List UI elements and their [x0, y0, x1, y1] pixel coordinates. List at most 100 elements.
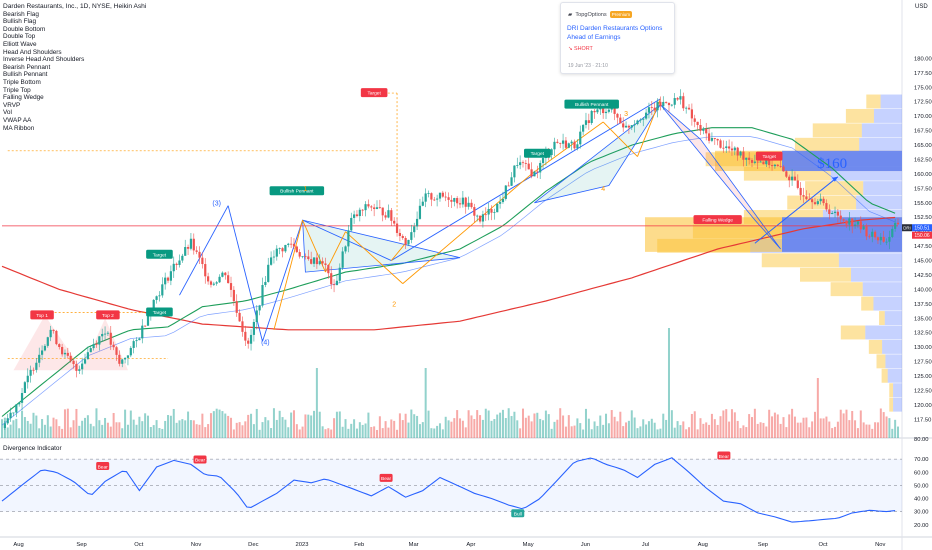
candle-body — [853, 224, 857, 226]
falling-wedge-area — [660, 104, 781, 250]
volume-bar — [430, 428, 433, 438]
volume-bar — [338, 411, 341, 438]
candle-body — [138, 338, 141, 341]
news-card[interactable]: ▰ TopgOptions Premium DRI Darden Restaur… — [560, 2, 675, 74]
volume-bar — [699, 418, 702, 438]
divergence-line — [1, 457, 896, 523]
legend-item[interactable]: Vol — [3, 109, 12, 117]
candle-body — [636, 120, 639, 125]
candle-body — [115, 347, 118, 355]
volume-bar — [696, 429, 699, 438]
volume-bar — [708, 424, 711, 438]
legend-item[interactable]: Triple Top — [3, 86, 31, 94]
volume-bar — [304, 414, 307, 438]
volume-bar — [728, 421, 731, 438]
volume-bar — [353, 419, 356, 438]
candle-body — [189, 238, 193, 249]
volume-bar — [716, 424, 719, 438]
legend-item[interactable]: MA Ribbon — [3, 124, 35, 132]
volume-bar — [622, 426, 625, 438]
candle-body — [619, 117, 622, 124]
date-tick: Jul — [642, 542, 649, 548]
legend-item[interactable]: Elliott Wave — [3, 40, 37, 48]
news-date: 19 Jun '23 · 21:10 — [568, 63, 608, 69]
candle-body — [38, 354, 41, 363]
legend-item[interactable]: Bearish Pennant — [3, 63, 51, 71]
candle-body — [673, 98, 676, 105]
legend-item[interactable]: Bearish Flag — [3, 10, 39, 18]
volume-bar — [562, 415, 565, 438]
candle-body — [728, 146, 731, 149]
candle-body — [856, 221, 860, 225]
candle-body — [112, 344, 115, 348]
candle-body — [43, 345, 47, 351]
candle-body — [653, 107, 656, 111]
candle-body — [272, 256, 276, 258]
volume-bar — [722, 410, 725, 438]
volume-bar — [398, 413, 401, 438]
candle-body — [418, 205, 422, 219]
candle-body — [350, 217, 353, 231]
volume-bar — [521, 408, 524, 438]
volume-bar — [184, 420, 187, 438]
axes: 117.50120.00122.50125.00127.50130.00132.… — [13, 56, 932, 548]
volume-bar — [602, 424, 605, 438]
candle-body — [556, 141, 559, 143]
legend-item[interactable]: Double Top — [3, 33, 36, 41]
legend-item[interactable]: Falling Wedge — [3, 94, 44, 102]
candle-body — [433, 199, 436, 201]
candle-body — [682, 96, 685, 109]
price-tick: 167.50 — [914, 129, 932, 135]
legend-item[interactable]: Triple Bottom — [3, 78, 41, 86]
price-tag-label: 150.51 — [914, 226, 930, 232]
candle-body — [66, 352, 69, 356]
volume-bar — [567, 415, 570, 438]
divergence-label: Bull — [514, 512, 522, 518]
candle-body — [845, 220, 848, 225]
volume-bar — [281, 417, 284, 438]
legend-item[interactable]: Inverse Head And Shoulders — [3, 56, 85, 64]
volume-bar — [416, 415, 419, 438]
candle-body — [281, 248, 284, 252]
volume-bar — [89, 423, 92, 438]
divergence-label: Bear — [98, 464, 109, 470]
volume-bar — [819, 418, 822, 438]
legend-item[interactable]: VWAP AA — [3, 116, 32, 124]
candle-body — [599, 107, 602, 110]
volume-bar — [198, 424, 201, 438]
legend-item[interactable]: Double Bottom — [3, 25, 46, 33]
volume-bar — [464, 427, 467, 438]
volume-bar — [61, 428, 64, 438]
volume-bar — [272, 408, 275, 438]
candle-body — [421, 201, 424, 206]
volume-bar — [587, 418, 590, 438]
candle-body — [40, 350, 44, 355]
date-tick: Oct — [818, 542, 827, 548]
volume-bar — [290, 412, 293, 438]
candle-body — [135, 340, 138, 342]
legend-item[interactable]: Head And Shoulders — [3, 48, 62, 56]
pattern-tag-label: Target — [153, 310, 167, 316]
candle-body — [324, 263, 327, 265]
candle-body — [315, 257, 318, 265]
volume-bar — [796, 422, 799, 438]
candle-body — [287, 243, 290, 245]
candle-body — [567, 143, 570, 148]
arrow-head — [831, 176, 838, 182]
candle-body — [748, 157, 751, 161]
news-headline[interactable]: DRI Darden Restaurants Options Ahead of … — [567, 25, 663, 41]
volume-bar — [218, 409, 221, 438]
candle-body — [247, 340, 250, 344]
vrvp-down-bar — [866, 94, 881, 109]
candle-body — [839, 215, 842, 220]
wave-label: 1 — [303, 186, 307, 193]
volume-bar — [679, 425, 682, 438]
volume-bar — [748, 414, 751, 438]
legend-item[interactable]: Bullish Flag — [3, 18, 37, 26]
legend-item[interactable]: VRVP — [3, 101, 21, 109]
volume-bar — [292, 410, 295, 438]
volume-bar — [126, 424, 129, 438]
legend-item[interactable]: Bullish Pennant — [3, 71, 48, 79]
volume-bar — [310, 415, 313, 438]
